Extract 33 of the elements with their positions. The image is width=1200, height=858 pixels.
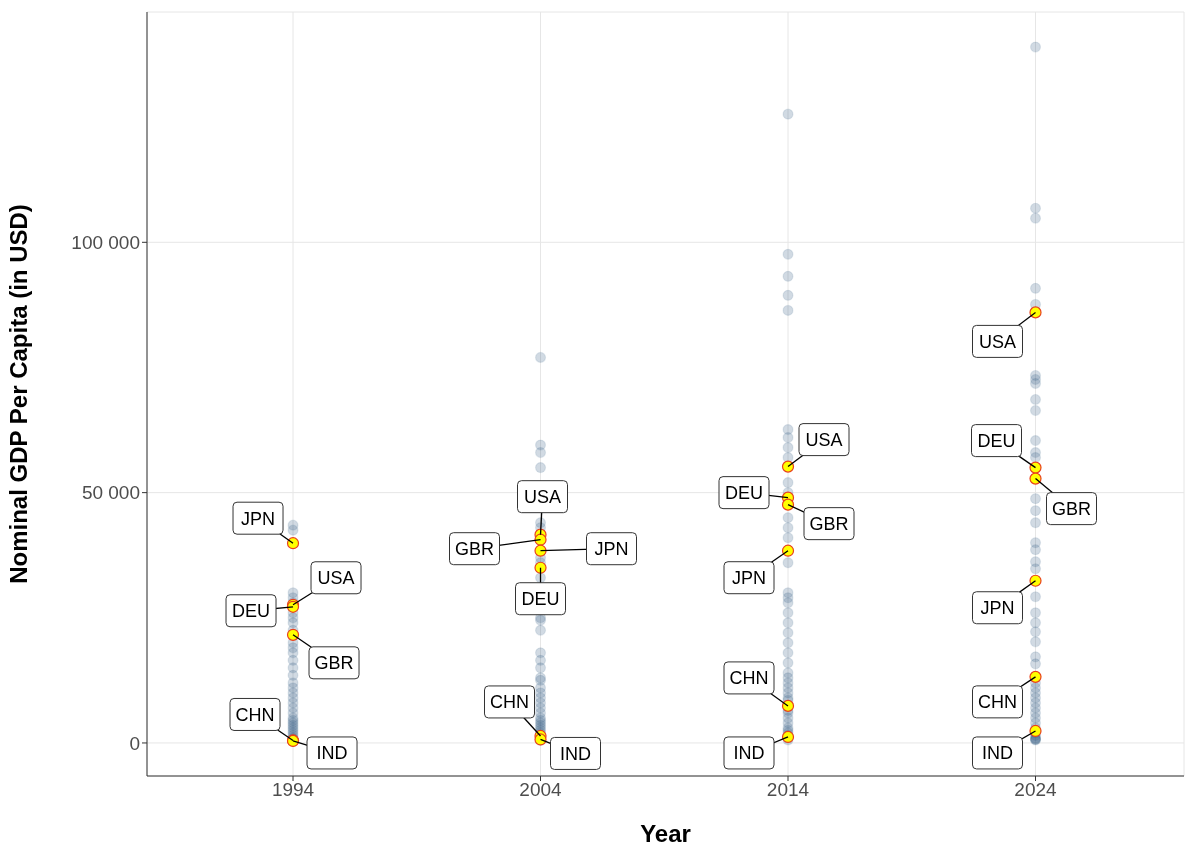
x-tick-label: 2004 <box>519 779 563 801</box>
annotation: JPN <box>732 568 767 589</box>
x-tick-label: 1994 <box>271 779 315 801</box>
annotation: USA <box>524 487 562 508</box>
annotation: DEU <box>977 431 1016 452</box>
annotation: CHN <box>235 704 275 725</box>
annotation: CHN <box>978 692 1017 713</box>
annotation: GBR <box>314 653 354 674</box>
annotation: DEU <box>232 601 271 622</box>
annotation: IND <box>316 743 348 764</box>
annotation: CHN <box>729 668 769 689</box>
y-tick-label: 0 <box>129 732 140 754</box>
y-axis-title: Nominal GDP Per Capita (in USD) <box>4 204 32 584</box>
annotation: JPN <box>980 598 1015 619</box>
annotation: USA <box>317 568 355 589</box>
annotation: JPN <box>241 508 276 529</box>
annotation: GBR <box>455 539 495 560</box>
annotation: IND <box>733 743 765 764</box>
y-tick-label: 100 000 <box>71 232 140 254</box>
y-tick-label: 50 000 <box>81 482 140 504</box>
annotation: GBR <box>809 514 849 535</box>
annotation: USA <box>805 430 843 451</box>
annotation: JPN <box>594 539 629 560</box>
annotation: CHN <box>490 692 530 713</box>
x-axis-title: Year <box>640 820 691 847</box>
annotation: IND <box>560 743 592 764</box>
annotation: USA <box>979 331 1017 352</box>
x-tick-label: 2024 <box>1014 779 1058 801</box>
annotation: GBR <box>1052 499 1092 520</box>
annotation: DEU <box>521 589 560 610</box>
annotation: IND <box>982 743 1013 764</box>
annotation: DEU <box>725 483 764 504</box>
x-tick-label: 2014 <box>766 779 810 801</box>
